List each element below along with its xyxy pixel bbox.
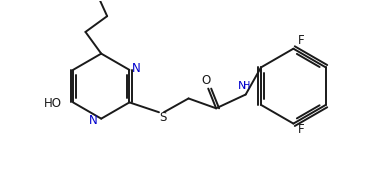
Text: N: N	[132, 62, 141, 75]
Text: F: F	[298, 123, 305, 136]
Text: H: H	[243, 81, 250, 91]
Text: F: F	[298, 34, 305, 47]
Text: HO: HO	[44, 97, 63, 110]
Text: O: O	[202, 74, 211, 87]
Text: N: N	[89, 114, 98, 127]
Text: S: S	[159, 111, 166, 124]
Text: N: N	[238, 81, 246, 91]
